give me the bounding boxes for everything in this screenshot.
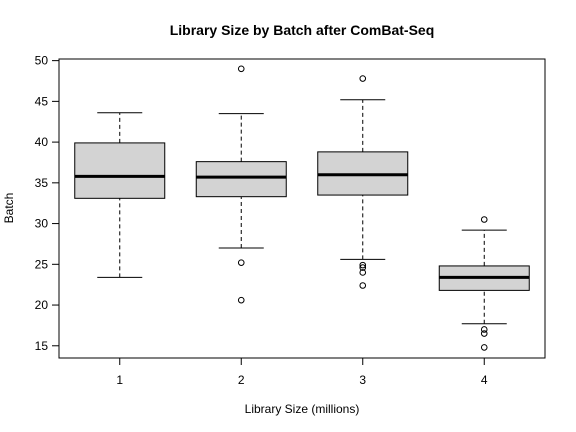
plot-frame [58, 58, 546, 359]
outlier-point [237, 65, 245, 73]
outlier-point [359, 75, 367, 82]
box-group-2 [195, 65, 287, 304]
box-group-4 [438, 216, 530, 351]
y-tick-label: 15 [35, 339, 49, 353]
x-axis: 1 2 3 4 [116, 358, 488, 387]
y-tick-label: 30 [35, 217, 49, 231]
y-tick-label: 40 [35, 135, 49, 149]
box-group-3 [317, 75, 409, 289]
x-axis-label: Library Size (millions) [245, 402, 360, 416]
box-iqr [74, 142, 166, 199]
y-tick-label: 35 [35, 176, 49, 190]
x-tick-label: 3 [359, 373, 366, 387]
boxes-layer [74, 65, 530, 351]
x-tick-label: 1 [116, 373, 123, 387]
outlier-point [480, 216, 488, 223]
y-tick-label: 20 [35, 298, 49, 312]
x-tick-label: 2 [238, 373, 245, 387]
outlier-point [359, 264, 367, 271]
y-axis: 15 20 25 30 35 40 45 50 [35, 54, 59, 353]
y-axis-label: Batch [2, 193, 16, 224]
box-iqr [195, 161, 287, 198]
outlier-point [480, 330, 488, 337]
outlier-point [359, 269, 367, 276]
y-tick-label: 50 [35, 54, 49, 68]
y-tick-label: 25 [35, 257, 49, 271]
outlier-point [359, 282, 367, 289]
x-tick-label: 4 [481, 373, 488, 387]
outlier-point [237, 259, 245, 266]
outlier-point [237, 296, 245, 304]
y-tick-label: 45 [35, 94, 49, 108]
outlier-point [480, 326, 488, 333]
outlier-point [359, 261, 367, 269]
outlier-point [480, 344, 488, 351]
box-group-1 [74, 112, 166, 278]
chart-title: Library Size by Batch after ComBat-Seq [170, 22, 435, 38]
